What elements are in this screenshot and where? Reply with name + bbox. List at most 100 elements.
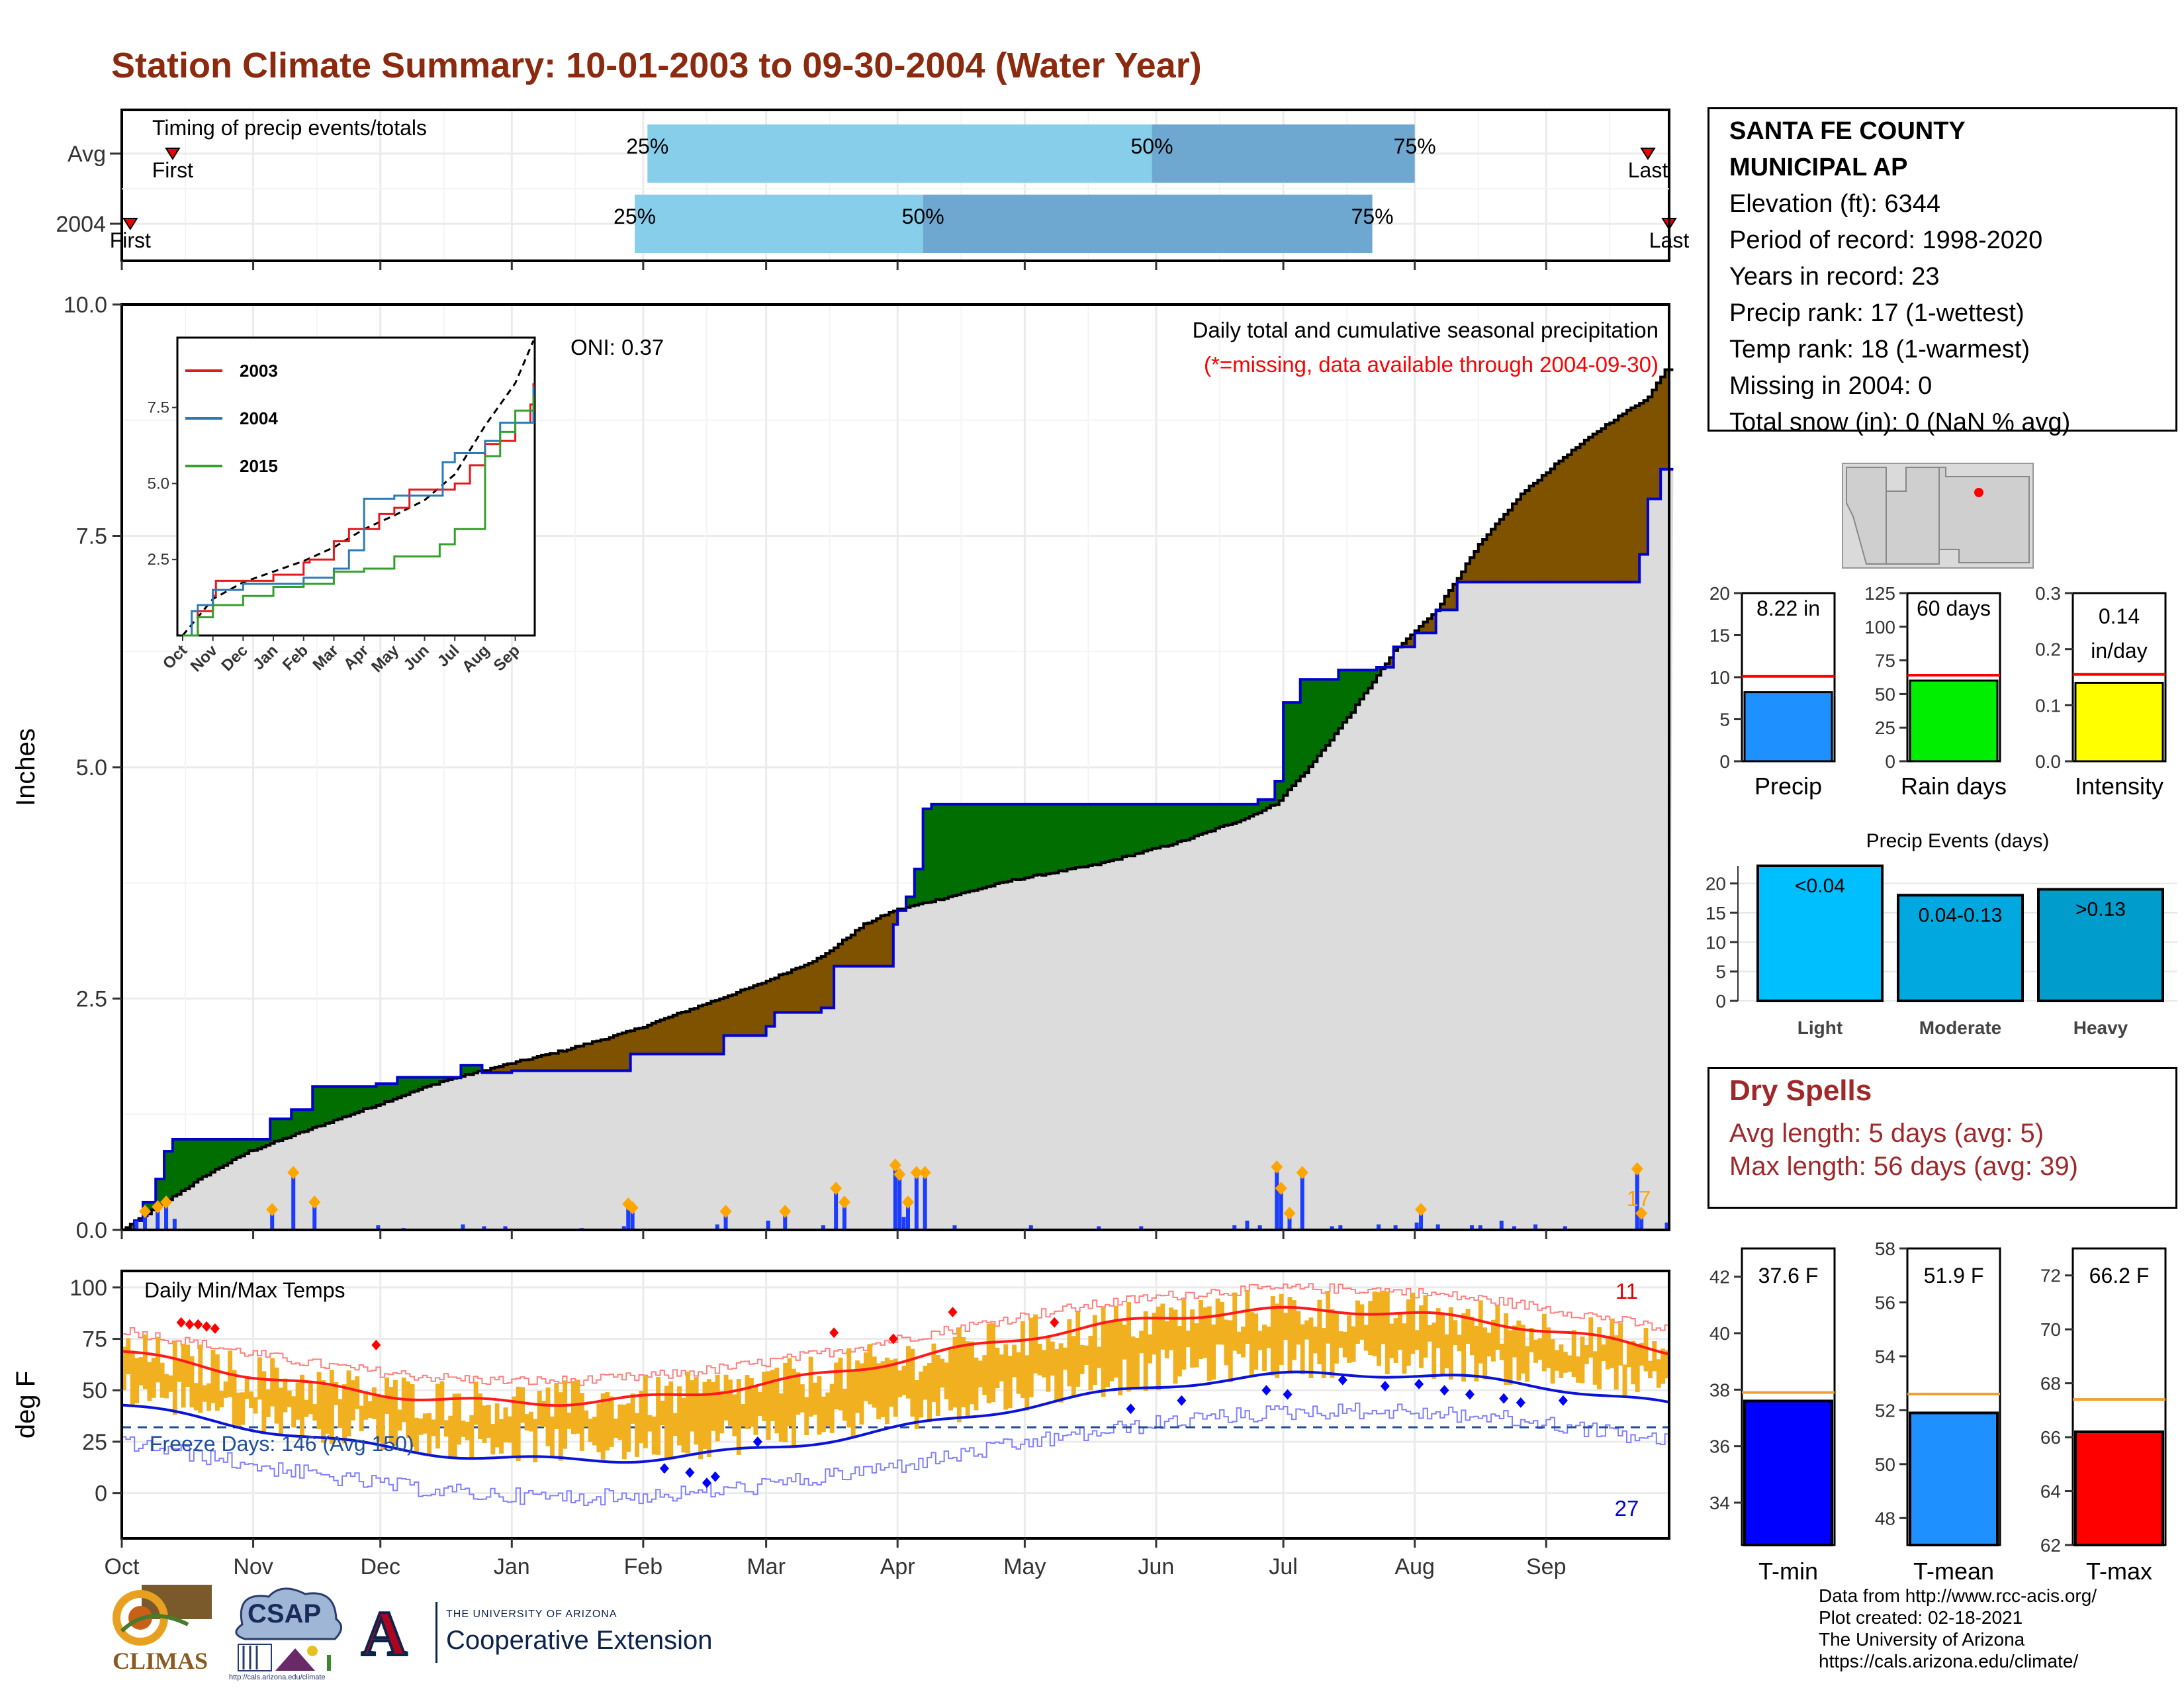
- precip-above-avg-fill: [1101, 804, 1106, 863]
- temp-daily-bar: [1410, 1292, 1416, 1354]
- precip-above-avg-fill: [342, 1086, 347, 1117]
- temp-daily-bar: [1122, 1325, 1127, 1360]
- temp-daily-bar: [1054, 1349, 1060, 1402]
- precip-below-avg-fill: [732, 994, 737, 1036]
- temp-daily-bar: [762, 1372, 767, 1421]
- precip-below-avg-fill: [614, 1035, 619, 1071]
- precip-above-avg-fill: [418, 1077, 424, 1090]
- precip-heavy-event-marker: [830, 1182, 842, 1196]
- x-month-label: May: [1003, 1554, 1046, 1579]
- precip-below-avg-fill: [821, 957, 826, 1008]
- temp-daily-bar: [202, 1385, 207, 1402]
- temp-daily-bar: [1024, 1355, 1030, 1411]
- precip-above-avg-fill: [300, 1109, 305, 1133]
- precip-above-avg-fill: [1156, 804, 1161, 849]
- events-value-label: <0.04: [1795, 875, 1845, 897]
- temp-daily-bar: [1423, 1295, 1428, 1358]
- precip-above-avg-fill: [1105, 804, 1111, 863]
- precip-below-avg-fill: [1635, 406, 1640, 583]
- precip-below-avg-fill: [1567, 455, 1572, 583]
- precip-above-avg-fill: [923, 808, 928, 903]
- precip-above-avg-fill: [270, 1119, 275, 1144]
- temp-daily-bar: [1249, 1312, 1254, 1377]
- precip-below-avg-fill: [698, 1006, 704, 1055]
- temp-daily-bar: [159, 1362, 165, 1398]
- precip-above-avg-fill: [159, 1179, 165, 1205]
- temp-daily-bar: [1520, 1325, 1525, 1374]
- events-category-label: Heavy: [2073, 1017, 2128, 1038]
- temp-hot-count: 11: [1615, 1279, 1638, 1303]
- precip-below-avg-fill: [681, 1011, 686, 1055]
- precip-below-avg-fill: [1469, 557, 1475, 583]
- temp-daily-bar: [995, 1347, 1000, 1389]
- temp-daily-bar: [1537, 1338, 1543, 1360]
- precip-daily-bar: [1232, 1225, 1237, 1230]
- precip-above-avg-fill: [1092, 804, 1097, 865]
- precip-below-avg-fill: [1597, 431, 1602, 583]
- timing-title: Timing of precip events/totals: [152, 116, 427, 140]
- mini-bar-label: Rain days: [1901, 773, 2007, 800]
- temp-record-low-marker: [1414, 1378, 1424, 1389]
- temp-daily-bar: [605, 1391, 610, 1451]
- precip-above-avg-fill: [422, 1077, 428, 1088]
- x-month-label: Jan: [494, 1554, 530, 1579]
- temp-daily-bar: [1185, 1331, 1191, 1348]
- temp-daily-bar: [639, 1390, 644, 1444]
- precip-below-avg-fill: [1440, 604, 1445, 610]
- temp-daily-bar: [1326, 1291, 1331, 1344]
- temp-daily-bar: [1330, 1309, 1335, 1378]
- precip-daily-bar: [172, 1219, 177, 1230]
- precip-above-avg-fill: [240, 1139, 246, 1156]
- precip-below-avg-fill: [719, 998, 725, 1055]
- temp-record-high-marker: [888, 1333, 898, 1344]
- temp-daily-bar: [1550, 1339, 1555, 1384]
- precip-below-avg-fill: [1482, 539, 1488, 583]
- temp-daily-bar: [537, 1390, 542, 1426]
- precip-below-avg-fill: [774, 978, 780, 1013]
- temp-daily-bar: [1635, 1344, 1640, 1393]
- temp-daily-bar: [672, 1413, 678, 1436]
- tempbar-label: T-max: [2086, 1558, 2152, 1585]
- precip-above-avg-fill: [253, 1139, 258, 1150]
- temp-daily-bar: [1432, 1322, 1437, 1379]
- temp-daily-bar: [614, 1419, 618, 1438]
- events-y-tick-label: 10: [1706, 932, 1726, 953]
- precip-daily-bar: [906, 1202, 911, 1230]
- mini-y-tick-label: 5: [1719, 710, 1730, 730]
- temp-daily-bar: [1469, 1317, 1475, 1356]
- temp-daily-bar: [1287, 1297, 1293, 1374]
- precip-above-avg-fill: [257, 1139, 262, 1149]
- precip-below-avg-fill: [567, 1050, 572, 1071]
- temp-daily-bar: [1190, 1309, 1195, 1368]
- precip-below-avg-fill: [778, 974, 784, 1013]
- precip-above-avg-fill: [1347, 670, 1352, 718]
- temp-daily-bar: [1169, 1307, 1174, 1350]
- precip-below-avg-fill: [1626, 410, 1631, 583]
- temp-daily-bar: [889, 1360, 894, 1407]
- temp-daily-bar: [422, 1413, 428, 1434]
- temp-record-low-marker: [1558, 1395, 1568, 1406]
- precip-below-avg-fill: [1478, 544, 1483, 583]
- temp-daily-bar: [880, 1361, 886, 1417]
- precip-below-avg-fill: [1512, 504, 1518, 583]
- precip-below-avg-fill: [524, 1060, 529, 1071]
- temp-daily-bar: [770, 1370, 775, 1421]
- temp-daily-bar: [283, 1378, 288, 1413]
- temp-daily-bar: [1529, 1327, 1534, 1352]
- timing-bar-q2-2004: [923, 195, 1373, 253]
- temp-daily-bar: [1232, 1292, 1238, 1351]
- precip-daily-bar: [1639, 1213, 1644, 1230]
- temp-daily-bar: [804, 1397, 809, 1435]
- precip-above-avg-fill: [1321, 679, 1326, 751]
- precip-below-avg-fill: [549, 1053, 555, 1071]
- temp-y-tick-label: 75: [82, 1327, 107, 1352]
- temp-record-high-marker: [185, 1319, 195, 1330]
- precip-below-avg-fill: [503, 1064, 508, 1073]
- temp-daily-bar: [1482, 1327, 1488, 1380]
- precip-heavy-event-marker: [838, 1196, 850, 1209]
- temp-daily-bar: [1160, 1303, 1165, 1350]
- precip-above-avg-fill: [1257, 799, 1263, 814]
- temp-daily-bar: [367, 1401, 373, 1419]
- precip-below-avg-fill: [1444, 596, 1449, 610]
- precip-above-avg-fill: [316, 1086, 322, 1127]
